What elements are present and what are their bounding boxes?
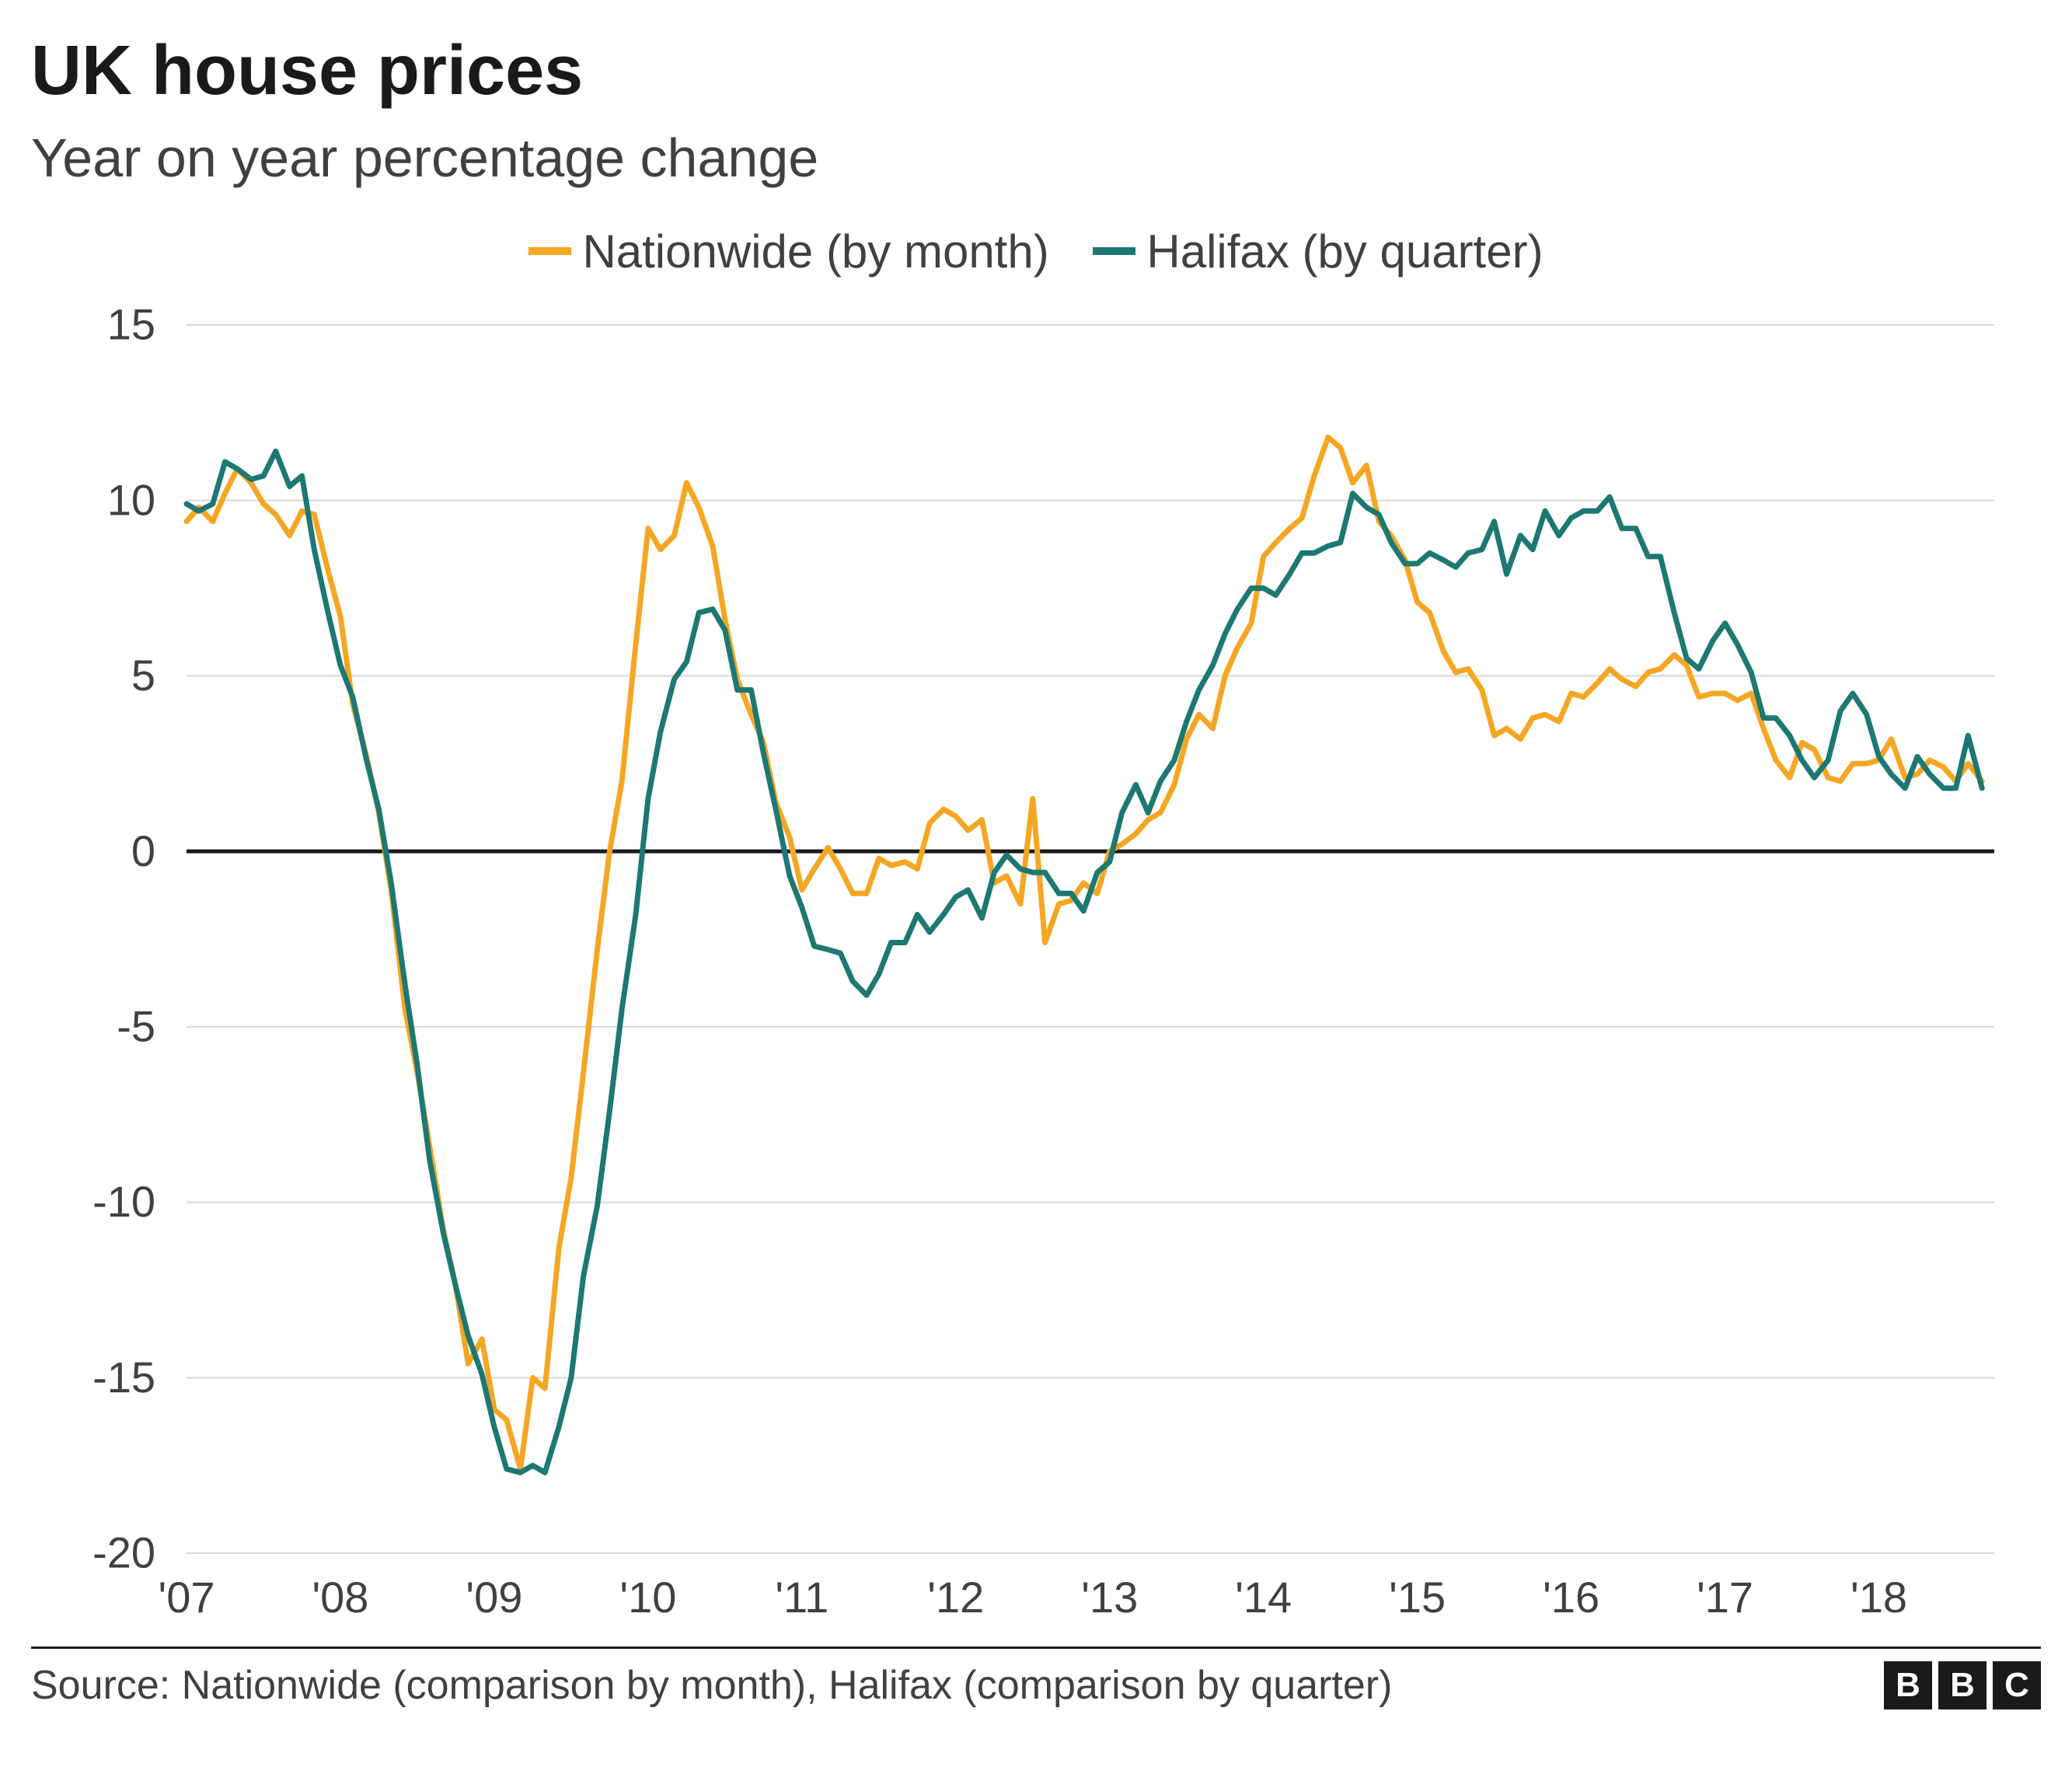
legend-item-halifax: Halifax (by quarter) (1093, 225, 1543, 278)
legend-swatch-nationwide (528, 247, 571, 255)
svg-text:'07: '07 (159, 1573, 215, 1622)
svg-text:'15: '15 (1389, 1573, 1446, 1622)
svg-text:-15: -15 (92, 1352, 155, 1401)
svg-text:10: 10 (107, 475, 155, 524)
svg-text:'17: '17 (1697, 1573, 1753, 1622)
svg-text:'13: '13 (1081, 1573, 1138, 1622)
legend-label-halifax: Halifax (by quarter) (1146, 225, 1543, 278)
svg-text:'10: '10 (619, 1573, 676, 1622)
svg-text:'11: '11 (775, 1573, 828, 1622)
legend-item-nationwide: Nationwide (by month) (528, 225, 1048, 278)
chart-plot-area: -20 -15 -10 -5 0 5 10 15 '07 '08 '09 '10 '11 '12 '13 '1… (31, 309, 2041, 1647)
bbc-logo: B B C (1884, 1661, 2041, 1709)
chart-container: UK house prices Year on year percentage … (31, 31, 2041, 1750)
source-text: Source: Nationwide (comparison by month)… (31, 1662, 1392, 1709)
svg-text:-20: -20 (92, 1528, 155, 1577)
svg-text:'09: '09 (466, 1573, 522, 1622)
bbc-logo-c: C (1993, 1661, 2041, 1709)
svg-text:-10: -10 (92, 1177, 155, 1226)
legend-swatch-halifax (1093, 247, 1135, 255)
svg-text:'16: '16 (1543, 1573, 1599, 1622)
svg-text:15: 15 (107, 309, 155, 349)
svg-text:'08: '08 (312, 1573, 368, 1622)
svg-text:0: 0 (131, 826, 155, 875)
bbc-logo-b2: B (1938, 1661, 1987, 1709)
chart-legend: Nationwide (by month) Halifax (by quarte… (31, 212, 2041, 278)
svg-text:'18: '18 (1850, 1573, 1907, 1622)
svg-text:'14: '14 (1235, 1573, 1292, 1622)
legend-label-nationwide: Nationwide (by month) (582, 225, 1048, 278)
chart-footer: Source: Nationwide (comparison by month)… (31, 1647, 2041, 1709)
svg-text:-5: -5 (117, 1001, 155, 1050)
chart-subtitle: Year on year percentage change (31, 127, 2041, 189)
chart-title: UK house prices (31, 31, 2041, 111)
line-chart-svg: -20 -15 -10 -5 0 5 10 15 '07 '08 '09 '10 '11 '12 '13 '1… (31, 309, 2041, 1647)
svg-text:'12: '12 (927, 1573, 984, 1622)
svg-text:5: 5 (131, 651, 155, 700)
bbc-logo-b1: B (1884, 1661, 1932, 1709)
